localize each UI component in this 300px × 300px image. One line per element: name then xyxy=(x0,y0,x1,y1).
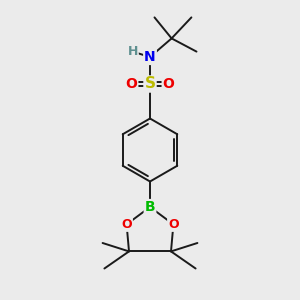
Text: O: O xyxy=(163,77,175,91)
Text: O: O xyxy=(168,218,179,231)
Text: B: B xyxy=(145,200,155,214)
Text: S: S xyxy=(145,76,155,92)
Text: O: O xyxy=(125,77,137,91)
Text: H: H xyxy=(128,45,138,58)
Text: O: O xyxy=(121,218,132,231)
Text: N: N xyxy=(144,50,156,64)
